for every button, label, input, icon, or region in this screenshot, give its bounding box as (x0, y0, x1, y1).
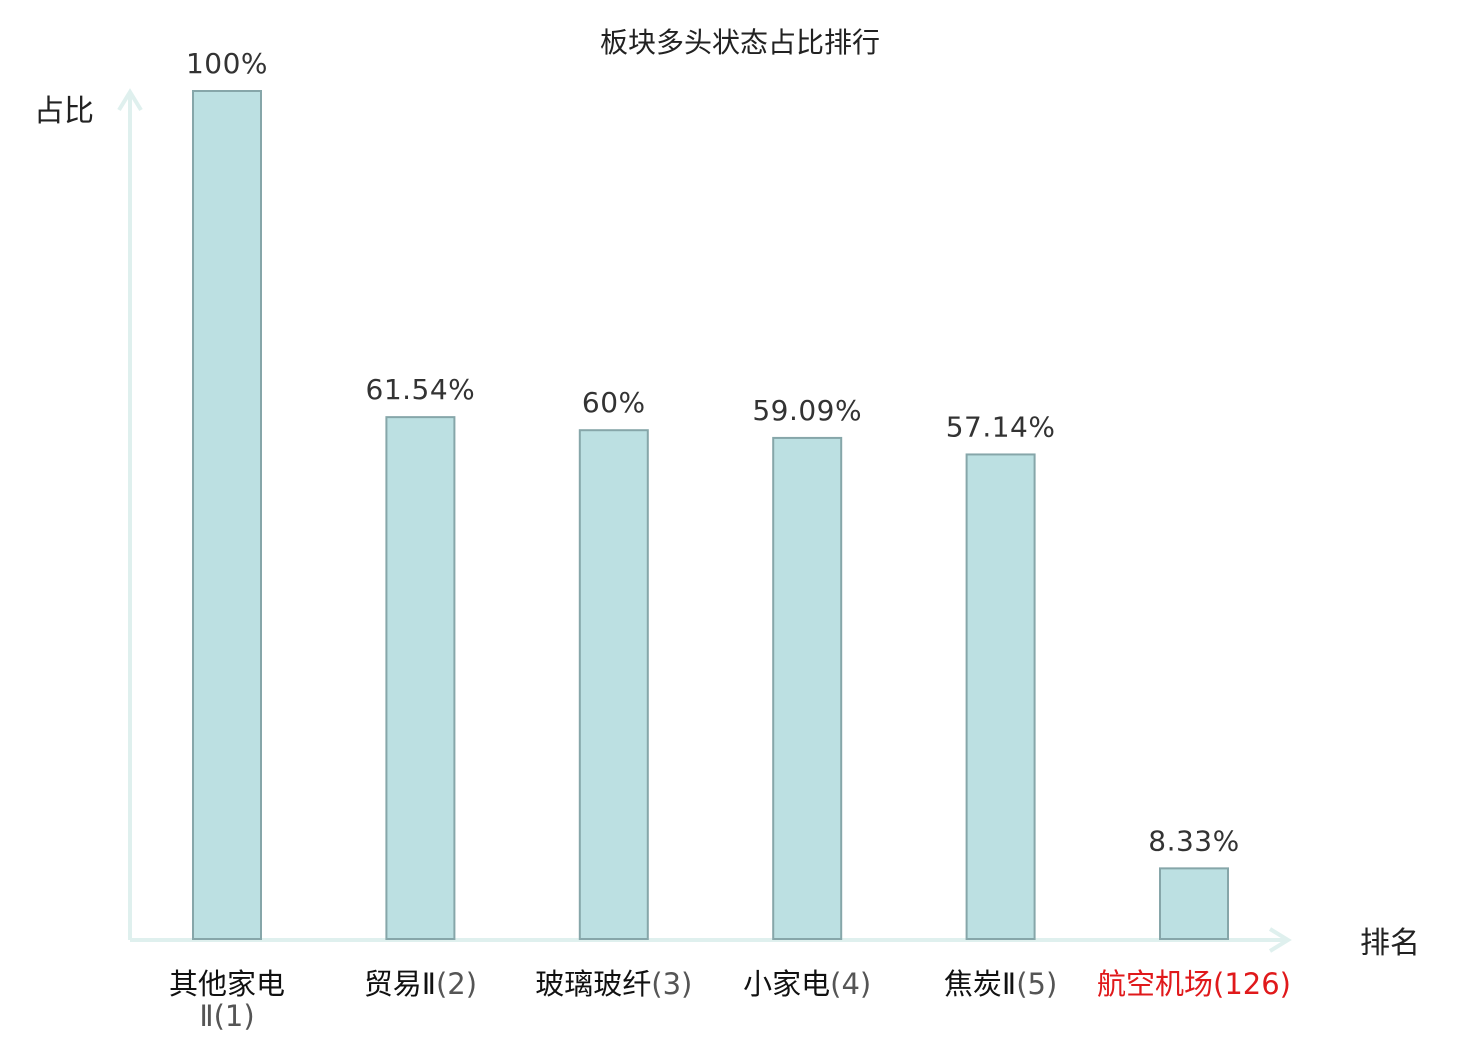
bar (385, 416, 456, 940)
value-label: 8.33% (1148, 824, 1239, 857)
bar (965, 453, 1036, 940)
value-labels: 100% 61.54% 60% 59.09% 57.14% 8.33% (186, 47, 1239, 857)
x-axis (130, 927, 1292, 953)
bar (1159, 867, 1229, 940)
y-axis-label: 占比 (34, 94, 94, 129)
chart-title: 板块多头状态占比排行 (600, 26, 880, 59)
value-label: 61.54% (366, 373, 476, 406)
category-label: 焦炭Ⅱ(5) (944, 967, 1057, 1001)
category-label: 其他家电 (169, 967, 285, 1001)
category-label-cont: Ⅱ(1) (199, 999, 254, 1033)
bar (578, 429, 649, 940)
category-label: 贸易Ⅱ(2) (364, 967, 477, 1001)
category-label: 小家电(4) (743, 967, 871, 1001)
x-axis-arrow (1268, 927, 1292, 953)
value-label: 100% (186, 47, 268, 80)
y-axis-arrow (117, 88, 143, 112)
value-label: 60% (582, 386, 646, 419)
category-label: 航空机场(126) (1097, 967, 1291, 1001)
y-axis (117, 88, 143, 940)
value-label: 59.09% (752, 394, 862, 427)
value-label: 57.14% (946, 410, 1056, 443)
bar-series (192, 90, 1229, 940)
x-axis-label: 排名 (1360, 926, 1420, 961)
bar (192, 90, 262, 940)
category-label: 玻璃玻纤(3) (535, 967, 692, 1001)
bar (772, 436, 843, 940)
